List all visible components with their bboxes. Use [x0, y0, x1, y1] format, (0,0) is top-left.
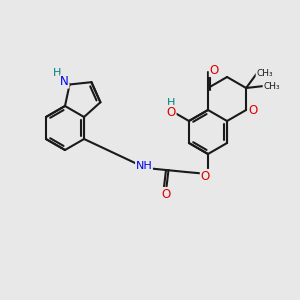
Text: N: N	[60, 75, 69, 88]
Text: O: O	[209, 64, 219, 76]
Text: O: O	[248, 103, 258, 116]
Text: CH₃: CH₃	[256, 69, 273, 78]
Text: H: H	[167, 98, 176, 108]
Text: O: O	[161, 188, 171, 200]
Text: O: O	[167, 106, 176, 118]
Text: O: O	[200, 169, 210, 182]
Text: H: H	[53, 68, 62, 78]
Text: CH₃: CH₃	[263, 82, 280, 91]
Text: NH: NH	[136, 161, 152, 171]
